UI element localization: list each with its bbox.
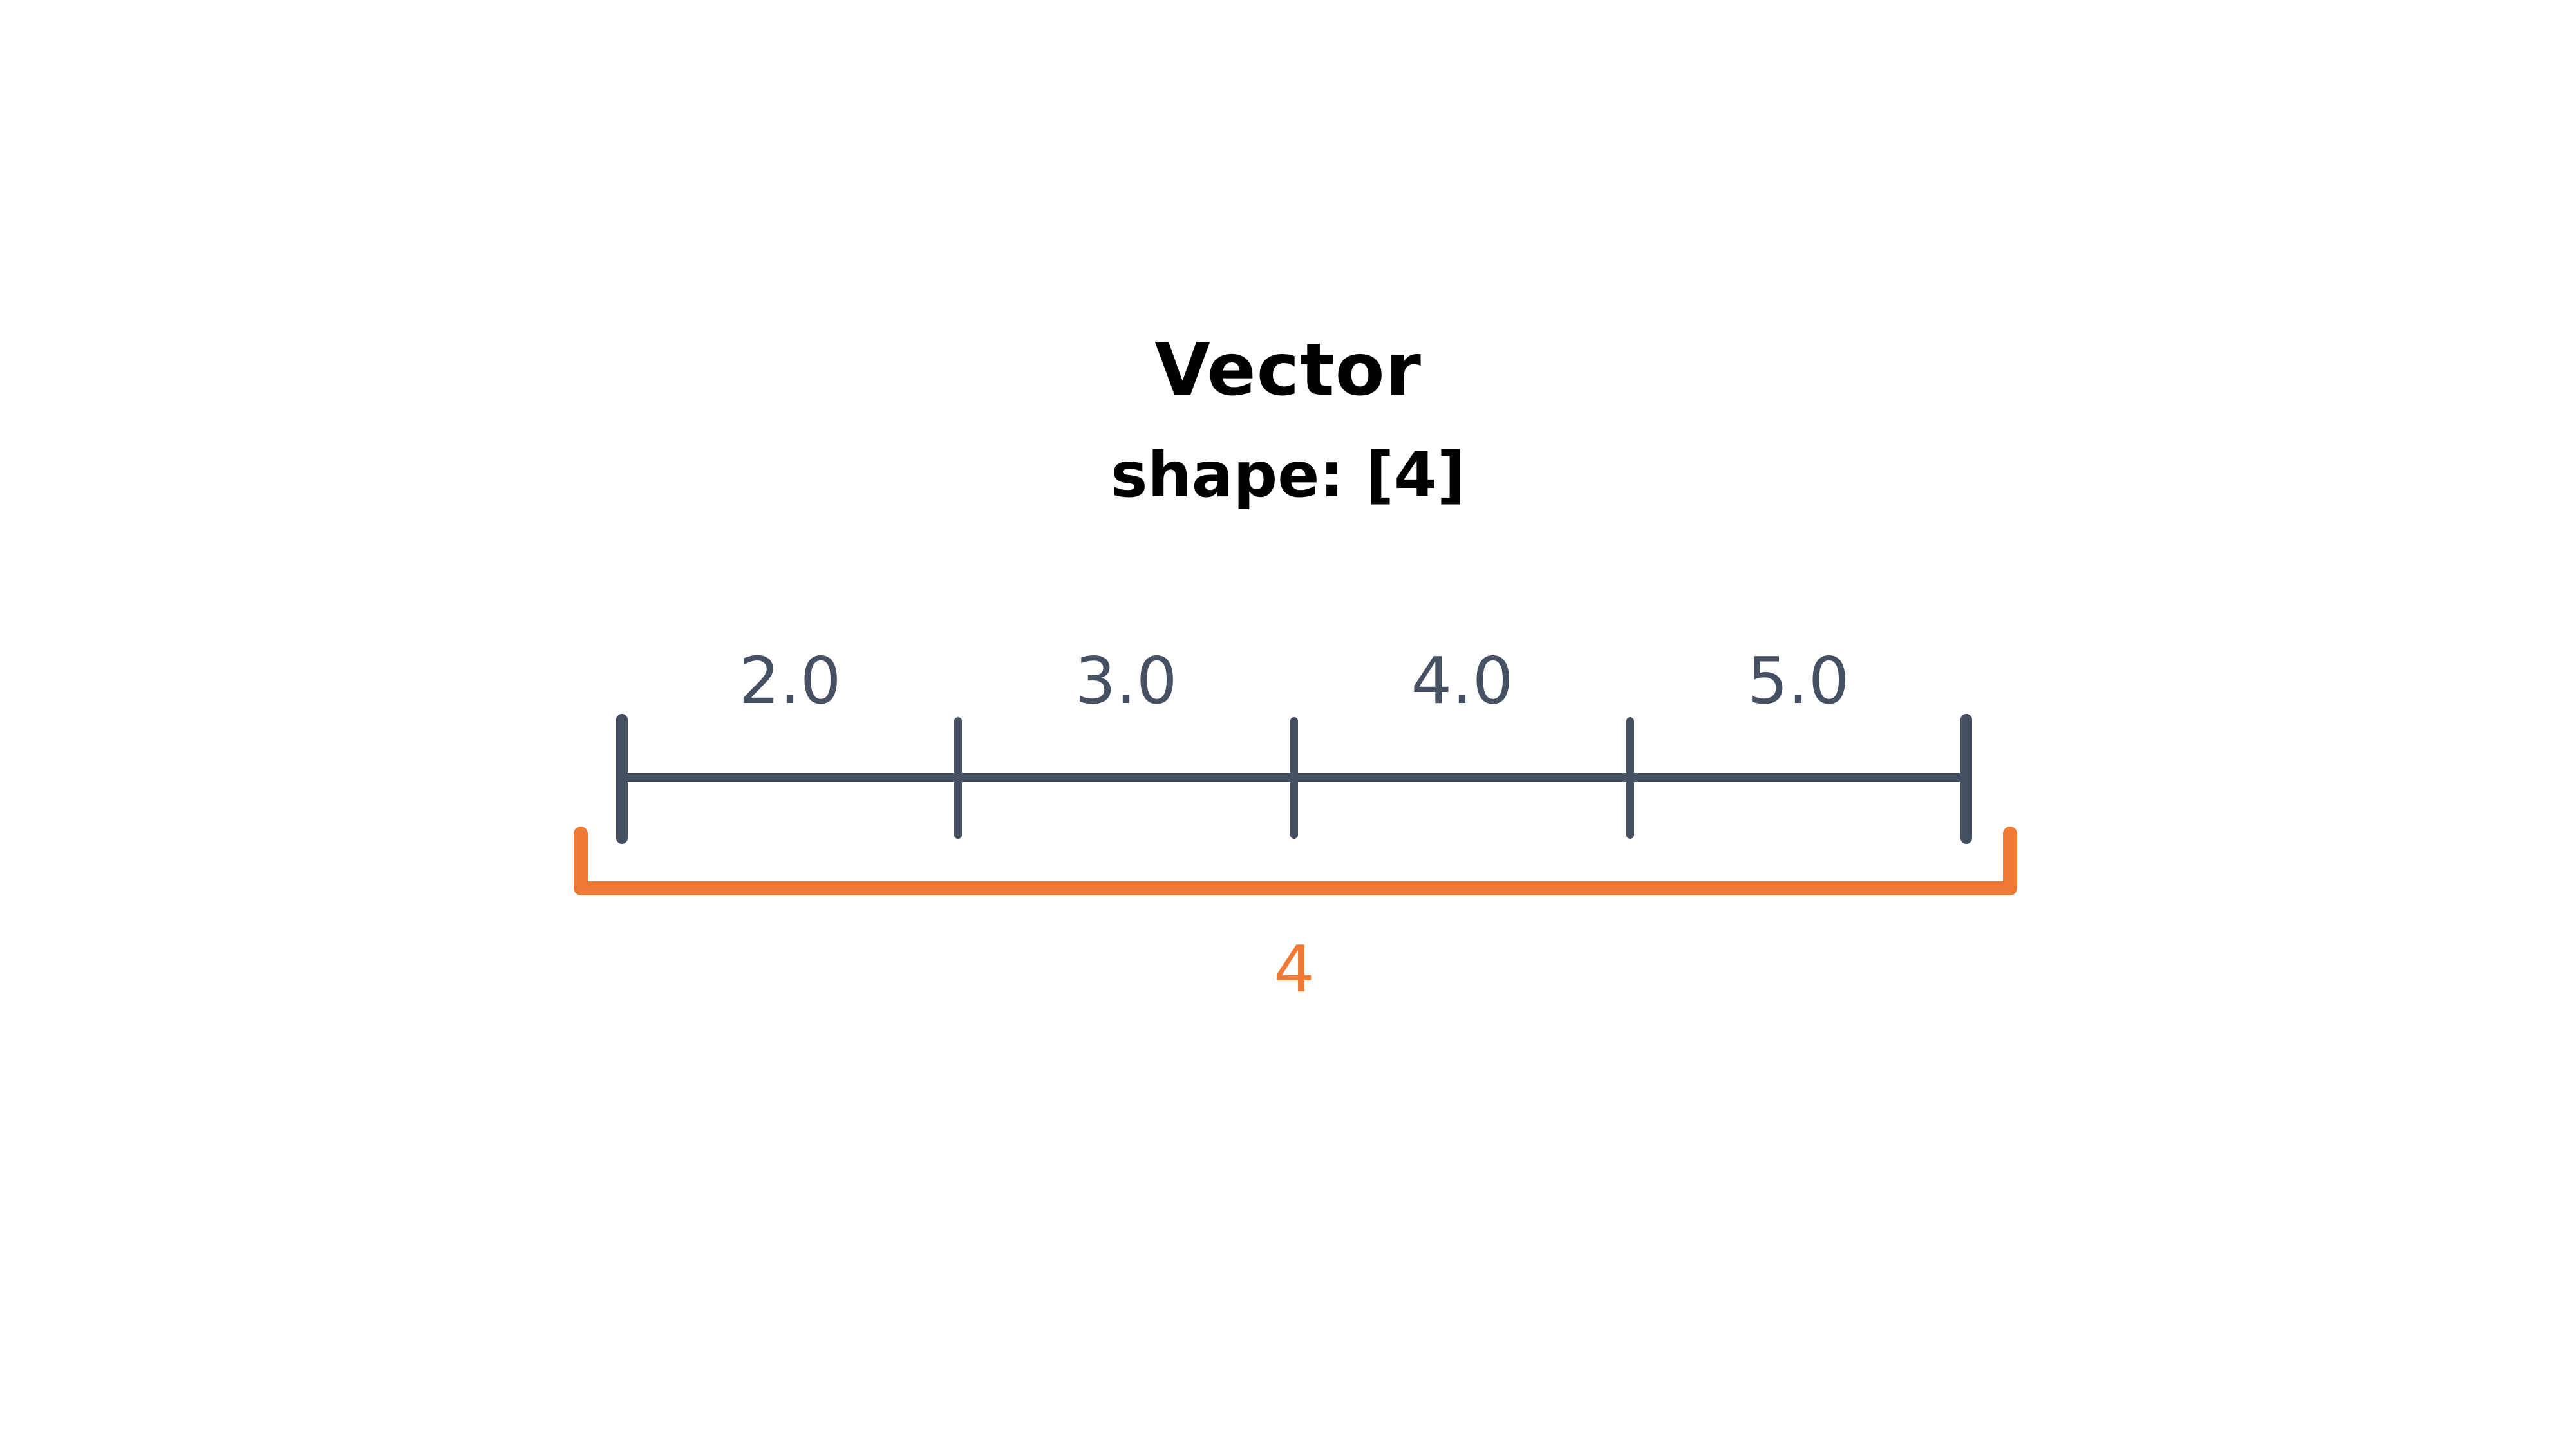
diagram-title: Vector [1154, 328, 1422, 412]
vector-axis [616, 714, 1972, 844]
vector-element-value: 4.0 [1411, 643, 1513, 718]
dimension-bracket [574, 827, 2017, 895]
vector-element-value: 3.0 [1075, 643, 1177, 718]
vector-values: 2.0 3.0 4.0 5.0 [738, 643, 1849, 718]
vector-element-value: 2.0 [738, 643, 841, 718]
vector-element-value: 5.0 [1747, 643, 1849, 718]
dimension-length-label: 4 [1274, 931, 1315, 1007]
shape-label: shape: [4] [1111, 439, 1465, 511]
